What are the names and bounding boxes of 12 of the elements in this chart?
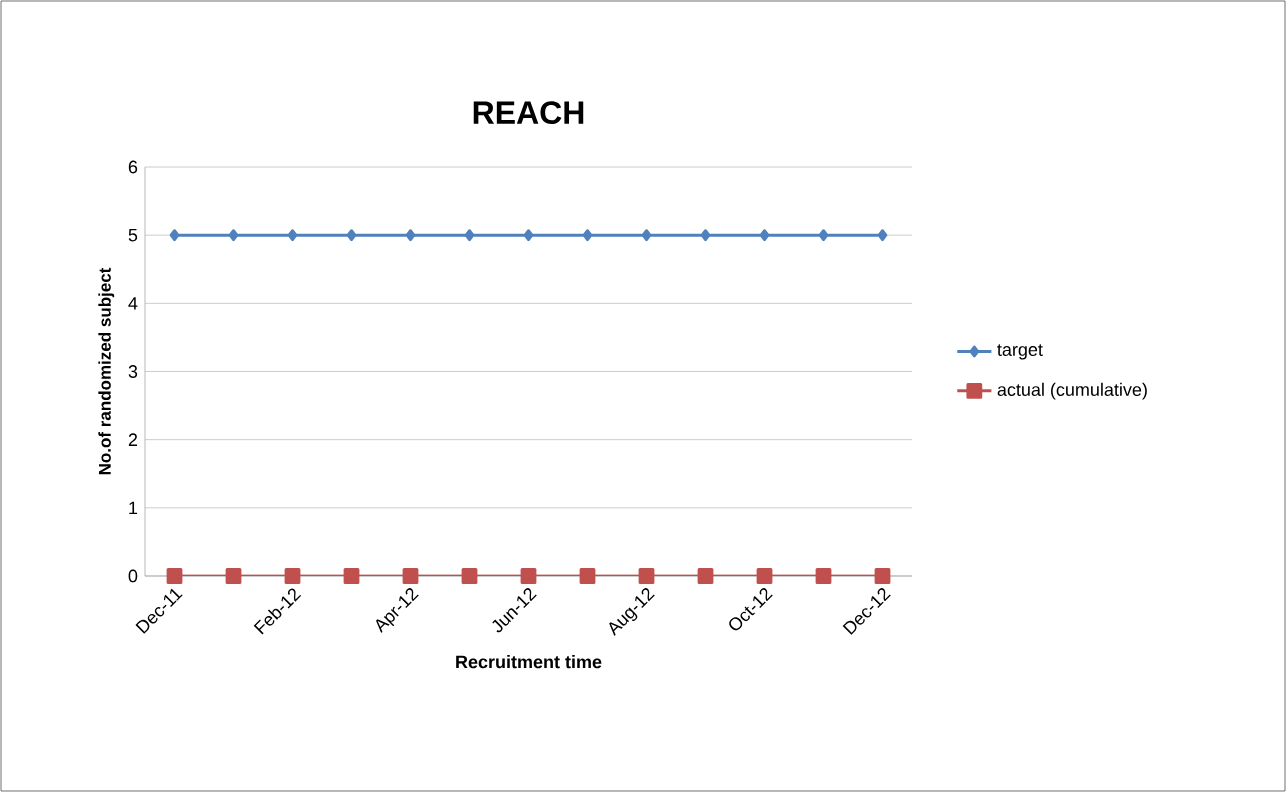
y-tick-label: 1 [129,501,138,515]
y-tick-label: 5 [128,228,138,242]
y-tick-label: 0 [128,569,138,583]
legend-label: target [997,344,1043,360]
x-axis-title: Recruitment time [456,655,602,669]
y-tick-label: 6 [128,160,138,174]
legend-label: actual (cumulative) [997,382,1147,400]
chart-title: REACH [473,101,584,124]
y-axis-title: No.of randomized subject [98,267,115,475]
y-tick-label: 2 [128,433,138,446]
y-tick-label: 4 [128,297,138,310]
y-tick-label: 3 [128,365,138,378]
